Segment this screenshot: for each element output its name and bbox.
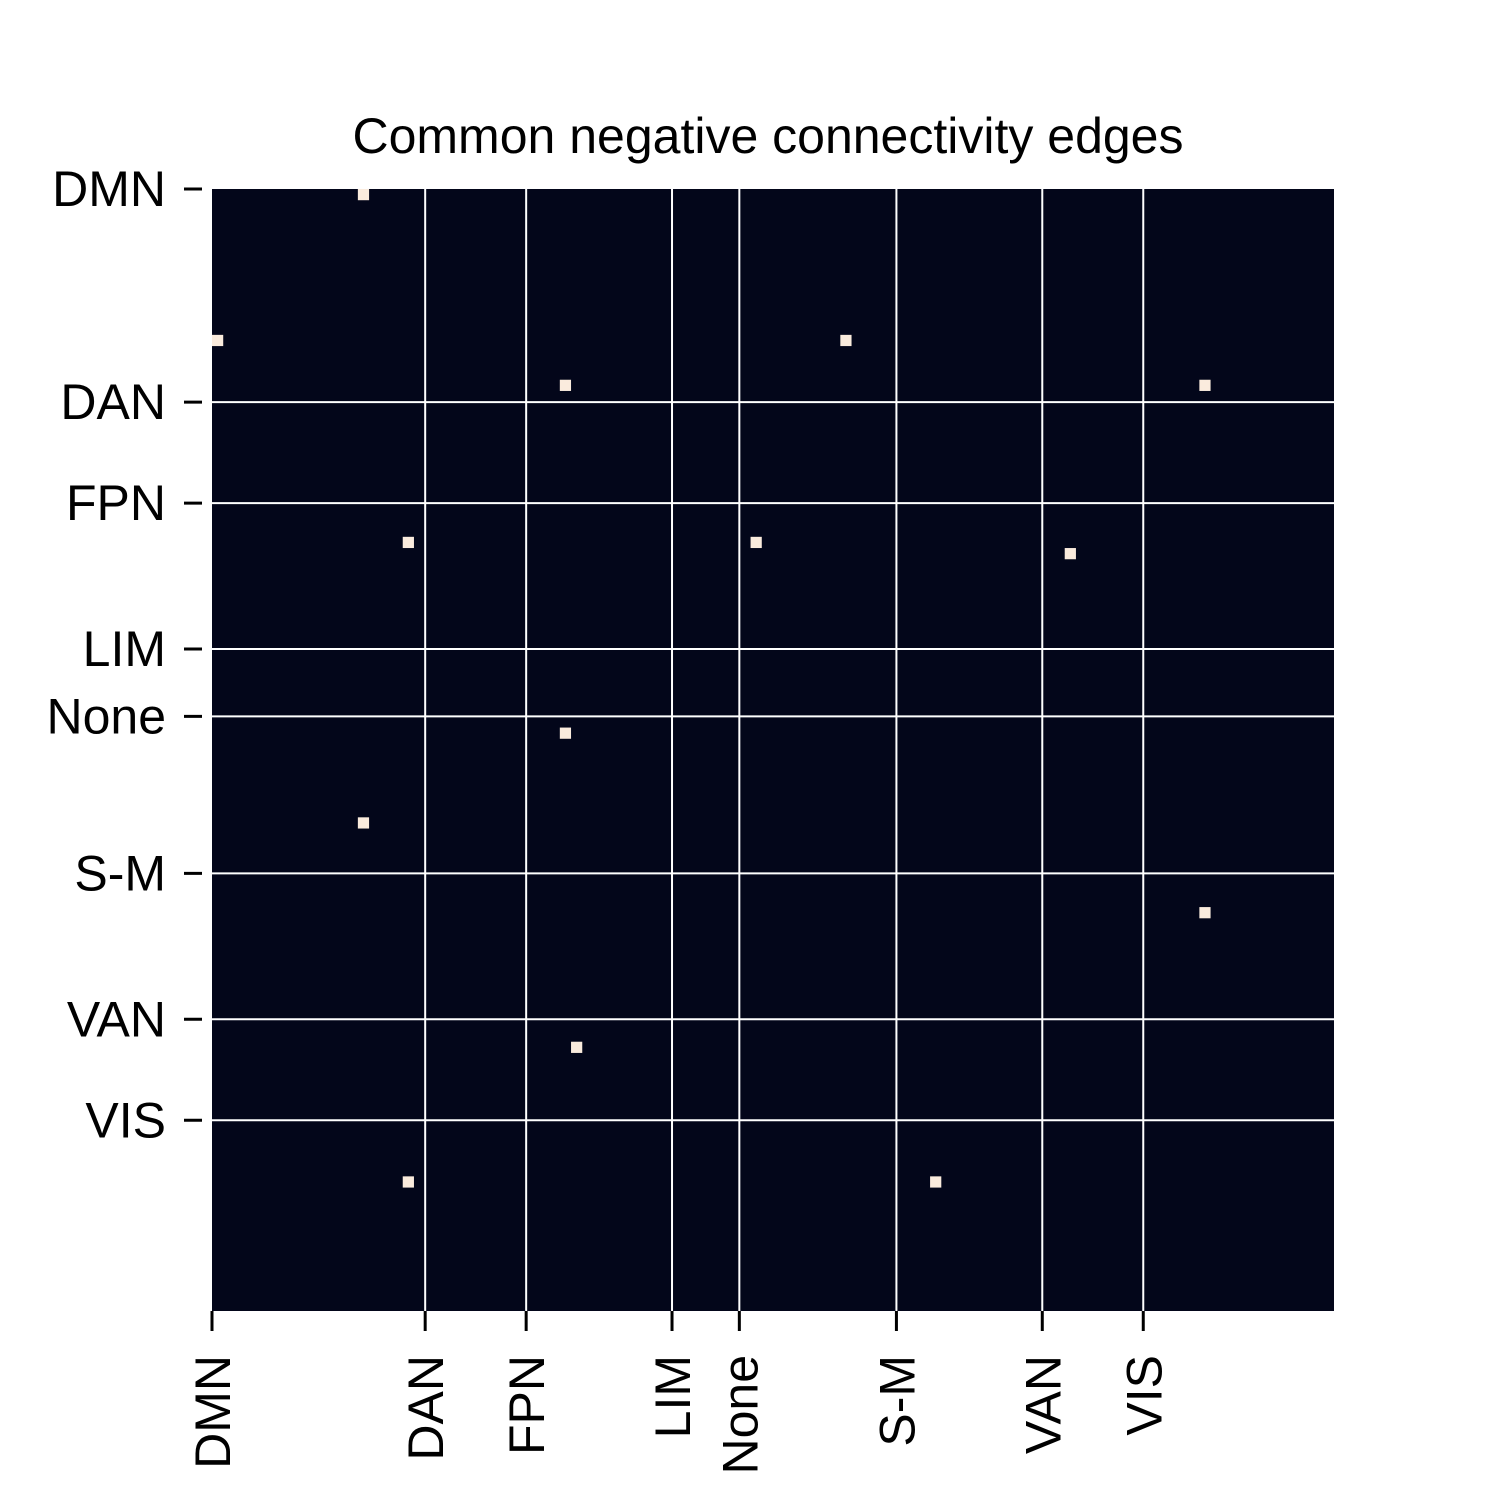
x-tick-label: FPN <box>499 1355 555 1455</box>
x-tick-label: LIM <box>645 1355 701 1438</box>
y-tick-label: LIM <box>83 621 166 677</box>
heatmap-background <box>212 189 1334 1311</box>
edge-cell <box>357 817 370 829</box>
y-tick-label: VAN <box>67 991 166 1047</box>
edge-cell <box>1064 548 1076 560</box>
y-tick-label: VIS <box>85 1092 166 1148</box>
y-tick-label: DAN <box>60 374 166 430</box>
x-tick-label: None <box>712 1355 768 1475</box>
y-tick-label: S-M <box>74 845 166 901</box>
edge-cell <box>750 536 762 549</box>
x-axis-ticks: DMN DAN FPN LIM None S-M VAN VIS <box>185 1311 1172 1475</box>
group-gridlines <box>212 189 1334 1311</box>
edge-cell <box>402 1176 414 1188</box>
y-axis-ticks: DMN DAN FPN LIM None S-M VAN VIS <box>46 161 202 1148</box>
edge-cell <box>930 1176 942 1188</box>
edge-cell <box>402 536 414 549</box>
edge-cell <box>571 1041 583 1053</box>
x-tick-label: DMN <box>185 1355 241 1469</box>
x-tick-label: S-M <box>869 1355 925 1447</box>
chart-title: Common negative connectivity edges <box>352 108 1183 164</box>
y-tick-label: FPN <box>66 475 166 531</box>
edge-cell <box>212 334 224 347</box>
edge-cell <box>840 334 852 347</box>
edge-cell <box>559 379 572 391</box>
edge-cell <box>1199 907 1211 919</box>
x-tick-label: VIS <box>1116 1355 1172 1436</box>
y-tick-label: DMN <box>52 161 166 217</box>
edge-cells <box>212 189 1211 1188</box>
edge-cell <box>1199 379 1211 391</box>
y-tick-label: None <box>46 688 166 744</box>
edge-cell <box>357 189 370 201</box>
x-tick-label: DAN <box>398 1355 454 1461</box>
x-tick-label: VAN <box>1015 1355 1071 1454</box>
edge-cell <box>559 727 572 739</box>
